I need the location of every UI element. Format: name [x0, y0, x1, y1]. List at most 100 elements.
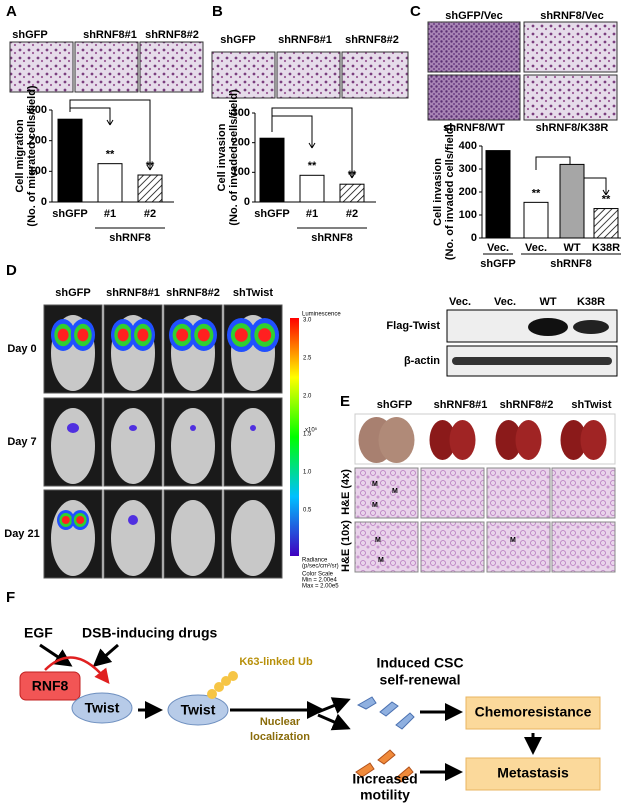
row-label: Day 21 [4, 528, 39, 540]
signal [190, 425, 196, 431]
lung [580, 420, 607, 460]
x-tick-label: Vec. [487, 242, 509, 254]
column-label: shTwist [571, 399, 611, 411]
imaging-grid: shGFP shRNF8#1 shRNF8#2 shTwist Day 0 Day 7 Da… [4, 287, 283, 579]
bracket [271, 107, 356, 179]
band [528, 318, 568, 336]
mouse [231, 408, 275, 484]
row-label: H&E (4x) [340, 469, 352, 515]
outcome-box [465, 757, 601, 791]
histology-image [486, 467, 551, 519]
mouse [231, 500, 275, 576]
lane-label: K38R [577, 296, 605, 308]
colorbar-exponent: x10⁵ [305, 427, 318, 434]
colorbar-tick: 2.5 [303, 356, 312, 362]
bar [559, 163, 585, 239]
label: self-renewal [380, 672, 461, 688]
label: RNF8 [32, 678, 69, 694]
y-tick-label: 200 [29, 135, 47, 147]
bar [137, 174, 163, 203]
y-axis-label: Cell invasion [216, 123, 228, 191]
signal [77, 328, 89, 342]
histology-image [420, 467, 485, 519]
image [9, 41, 74, 93]
significance: ** [348, 169, 357, 181]
label: localization [250, 731, 310, 743]
lung [495, 420, 522, 460]
y-tick-label: 200 [459, 186, 477, 198]
image-label: shRNF8/WT [443, 122, 505, 134]
panel-letter: A [6, 3, 17, 20]
arrow [92, 643, 119, 667]
histology-image [551, 521, 616, 573]
label: Twist [85, 700, 120, 716]
arrow [317, 697, 351, 714]
x-tick-label: K38R [592, 242, 620, 254]
lane-label: Vec. [449, 296, 471, 308]
label: Metastasis [497, 765, 569, 781]
bar [57, 118, 83, 203]
image [427, 21, 521, 73]
mouse [171, 408, 215, 484]
blot-row-label: β-actin [404, 355, 440, 367]
metastasis-marker: M [375, 537, 381, 544]
blot-row-label: Flag-Twist [386, 320, 440, 332]
bar [485, 150, 511, 239]
mouse [51, 500, 95, 576]
label: motility [360, 787, 410, 803]
column-label: shRNF8#2 [500, 399, 554, 411]
y-axis-label: (No. of migrated cells/field) [26, 85, 38, 227]
histology-image [486, 521, 551, 573]
column-label: shRNF8#2 [166, 287, 220, 299]
colorbar-tick: 0.5 [303, 508, 312, 514]
label: EGF [24, 625, 53, 641]
cells-blue [356, 696, 415, 730]
bracket [69, 99, 154, 171]
x-tick-label: #1 [104, 208, 116, 220]
column-label: shGFP [55, 287, 90, 299]
histology-grid: shGFP shRNF8#1 shRNF8#2 shTwist H&E (4x) H&E … [340, 399, 616, 573]
bar [593, 208, 619, 239]
signal [258, 328, 272, 342]
y-tick-label: 200 [232, 137, 250, 149]
x-tick-label: shGFP [52, 208, 87, 220]
label: Increased [352, 771, 417, 787]
arrow [317, 713, 351, 731]
significance: ** [602, 193, 611, 205]
colorbar-unit: Radiance [302, 558, 328, 564]
metastasis-marker: M [392, 488, 398, 495]
significance: ** [308, 160, 317, 172]
image [341, 51, 409, 99]
label: Twist [181, 702, 216, 718]
histology-image [420, 521, 485, 573]
mouse [111, 500, 155, 576]
signal [128, 515, 138, 525]
y-tick-label: 100 [232, 166, 250, 178]
mouse [111, 408, 155, 484]
y-tick-label: 300 [232, 107, 250, 119]
image [427, 74, 521, 121]
x-tick-label: #2 [346, 208, 358, 220]
signal [137, 328, 149, 342]
rnf8-box [19, 671, 81, 701]
image-label: shRNF8#2 [145, 29, 199, 41]
label: Induced CSC [376, 655, 463, 671]
ubiquitin-chain [207, 671, 238, 699]
y-axis-label: Cell invasion [432, 158, 444, 226]
colorbar-tick: 1.5 [303, 432, 312, 438]
image-label: shRNF8#2 [345, 34, 399, 46]
colorbar-ticks: 3.0 2.5 2.0 1.5 1.0 0.5 [303, 318, 312, 514]
column-label: shRNF8#1 [434, 399, 488, 411]
bracket [535, 156, 610, 196]
image-label: shRNF8/K38R [536, 122, 609, 134]
lung [429, 420, 456, 460]
bar [523, 201, 549, 239]
x-tick-label: #2 [144, 208, 156, 220]
x-tick-label: Vec. [525, 242, 547, 254]
colorbar [290, 318, 299, 556]
label: Nuclear [260, 716, 301, 728]
significance: ** [146, 160, 155, 172]
image [139, 41, 204, 93]
image-label: shRNF8#1 [278, 34, 332, 46]
lane-label: WT [539, 296, 556, 308]
